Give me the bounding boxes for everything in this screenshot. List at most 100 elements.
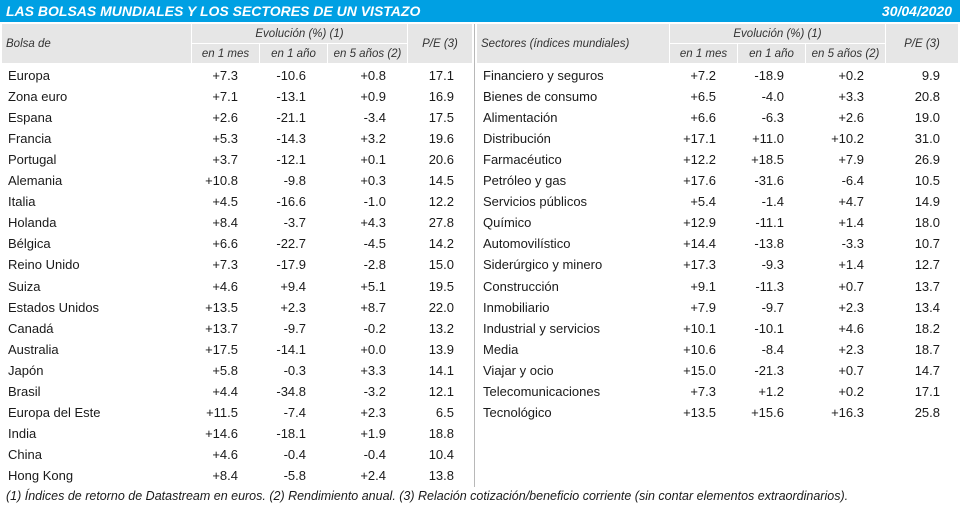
cell-value: +0.7 <box>838 278 864 294</box>
cell-value: +7.9 <box>690 299 716 315</box>
row-label: Alimentación <box>483 110 558 126</box>
cell-value: 13.2 <box>428 320 454 336</box>
cell-value: +8.4 <box>212 215 238 231</box>
cell-value: +2.3 <box>838 341 864 357</box>
cell-value: -8.4 <box>761 341 784 357</box>
cell-value: -18.9 <box>754 68 784 83</box>
cell-value: -10.6 <box>276 68 306 83</box>
sub-header: en 5 años (2) <box>806 44 885 63</box>
cell-value: 14.2 <box>428 236 454 252</box>
cell-value: +5.3 <box>212 131 238 147</box>
cell-value: +0.3 <box>360 173 386 189</box>
cell-value: 12.7 <box>914 257 940 273</box>
sub-header: en 1 mes <box>670 44 737 63</box>
cell-value: -9.3 <box>761 257 784 273</box>
cell-value: -31.6 <box>754 173 784 189</box>
cell-value: +6.6 <box>212 236 238 252</box>
cell-value: 15.0 <box>428 257 454 273</box>
cell-value: +10.2 <box>831 131 864 147</box>
cell-value: +18.5 <box>751 152 784 168</box>
row-label: Alemania <box>8 173 63 189</box>
cell-value: +7.3 <box>690 383 716 399</box>
row-label: Francia <box>8 131 52 147</box>
row-label: Viajar y ocio <box>483 362 554 378</box>
sub-header: en 1 mes <box>192 44 259 63</box>
cell-value: +5.1 <box>360 278 386 294</box>
column-header: P/E (3) <box>886 24 958 63</box>
cell-value: -21.1 <box>276 110 306 126</box>
cell-value: +8.4 <box>212 467 238 483</box>
cell-value: -0.3 <box>283 362 306 378</box>
cell-value: +4.5 <box>212 194 238 210</box>
cell-value: 13.8 <box>428 467 454 483</box>
cell-value: +7.3 <box>212 68 238 83</box>
cell-value: +4.6 <box>212 446 238 462</box>
cell-value: 25.8 <box>914 404 940 420</box>
cell-value: +12.9 <box>683 215 716 231</box>
cell-value: +4.6 <box>212 278 238 294</box>
cell-value: -4.5 <box>363 236 386 252</box>
cell-value: +12.2 <box>683 152 716 168</box>
cell-value: 10.4 <box>428 446 454 462</box>
group-header: Evolución (%) (1) <box>192 24 407 43</box>
cell-value: 14.5 <box>428 173 454 189</box>
cell-value: -9.7 <box>761 299 784 315</box>
row-label: Bélgica <box>8 236 51 252</box>
cell-value: 18.8 <box>428 425 454 441</box>
row-label: Industrial y servicios <box>483 320 601 336</box>
cell-value: -17.9 <box>276 257 306 273</box>
row-label: Canadá <box>8 320 54 336</box>
footnote: (1) Índices de retorno de Datastream en … <box>6 489 849 503</box>
cell-value: -6.4 <box>841 173 864 189</box>
row-label: Espana <box>8 110 53 126</box>
cell-value: +16.3 <box>831 404 864 420</box>
cell-value: +4.6 <box>838 320 864 336</box>
cell-value: +7.3 <box>212 257 238 273</box>
cell-value: -1.0 <box>363 194 386 210</box>
cell-value: +2.3 <box>838 299 864 315</box>
cell-value: -2.8 <box>363 257 386 273</box>
cell-value: +0.2 <box>838 383 864 399</box>
cell-value: +7.2 <box>690 68 716 83</box>
row-label: Farmacéutico <box>483 152 562 168</box>
cell-value: 20.6 <box>428 152 454 168</box>
row-label: Inmobiliario <box>483 299 550 315</box>
header-bar: LAS BOLSAS MUNDIALES Y LOS SECTORES DE U… <box>0 0 960 22</box>
cell-value: +1.4 <box>838 215 864 231</box>
row-label: Financiero y seguros <box>483 68 604 83</box>
cell-value: -3.3 <box>841 236 864 252</box>
cell-value: +14.4 <box>683 236 716 252</box>
cell-value: 12.1 <box>428 383 454 399</box>
cell-value: -7.4 <box>283 404 306 420</box>
row-label: Europa del Este <box>8 404 101 420</box>
cell-value: 27.8 <box>428 215 454 231</box>
row-label: Holanda <box>8 215 57 231</box>
cell-value: -3.7 <box>283 215 306 231</box>
cell-value: -3.4 <box>363 110 386 126</box>
cell-value: 13.4 <box>914 299 940 315</box>
cell-value: +17.5 <box>205 341 238 357</box>
cell-value: +8.7 <box>360 299 386 315</box>
row-label: China <box>8 446 42 462</box>
row-label: Petróleo y gas <box>483 173 567 189</box>
cell-value: +2.4 <box>360 467 386 483</box>
cell-value: -13.8 <box>754 236 784 252</box>
cell-value: 16.9 <box>428 89 454 105</box>
cell-value: -4.0 <box>761 89 784 105</box>
cell-value: +9.4 <box>280 278 306 294</box>
cell-value: +10.1 <box>683 320 716 336</box>
cell-value: +3.3 <box>360 362 386 378</box>
row-label: Japón <box>8 362 44 378</box>
cell-value: +15.0 <box>683 362 716 378</box>
cell-value: 14.9 <box>914 194 940 210</box>
cell-value: -0.4 <box>363 446 386 462</box>
cell-value: -34.8 <box>276 383 306 399</box>
cell-value: -0.2 <box>363 320 386 336</box>
row-label: Distribución <box>483 131 551 147</box>
row-label: Australia <box>8 341 59 357</box>
cell-value: +3.3 <box>838 89 864 105</box>
cell-value: +0.7 <box>838 362 864 378</box>
cell-value: +0.9 <box>360 89 386 105</box>
cell-value: +15.6 <box>751 404 784 420</box>
